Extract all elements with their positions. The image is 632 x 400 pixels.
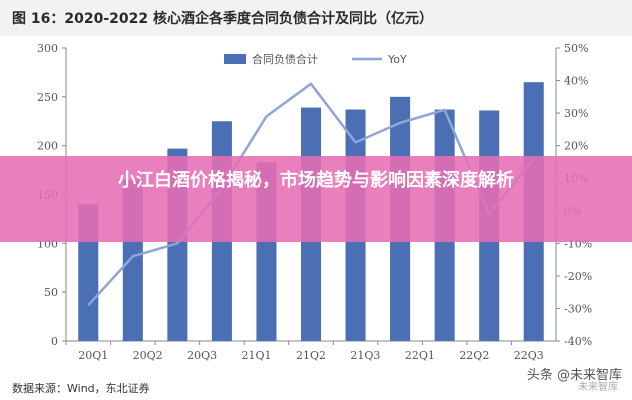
- left-tick-label: 0: [51, 335, 58, 348]
- legend-label-bar: 合同负债合计: [252, 52, 318, 66]
- right-tick-label: -40%: [564, 335, 592, 348]
- x-tick-label: 20Q1: [78, 349, 108, 362]
- x-tick-label: 22Q1: [405, 349, 435, 362]
- right-tick-label: 40%: [564, 75, 588, 88]
- left-tick-label: 200: [37, 140, 58, 153]
- chart-title: 图 16：2020-2022 核心酒企各季度合同负债合计及同比（亿元）: [12, 11, 433, 27]
- line-series: [87, 82, 535, 307]
- left-tick-label: 300: [37, 42, 58, 55]
- x-tick-label: 21Q1: [242, 349, 272, 362]
- x-tick-label: 21Q2: [296, 349, 326, 362]
- yoy-line: [87, 82, 535, 307]
- x-tick-label: 22Q2: [459, 349, 489, 362]
- right-tick-label: 20%: [564, 140, 588, 153]
- x-axis: 20Q1 20Q2 20Q3 21Q1 21Q2 21Q3 22Q1 22Q2 22Q3: [65, 340, 556, 362]
- x-tick-label: 21Q3: [350, 349, 380, 362]
- x-tick-label: 20Q3: [187, 349, 217, 362]
- left-tick-label: 250: [37, 91, 58, 104]
- legend-swatch-bar: [224, 54, 246, 64]
- right-tick-label: -20%: [564, 270, 592, 283]
- overlay-headline[interactable]: 小江白酒价格揭秘，市场趋势与影响因素深度解析: [118, 170, 514, 191]
- legend-label-line: YoY: [387, 53, 407, 66]
- legend: 合同负债合计 YoY: [224, 52, 407, 66]
- source-note: 数据来源：Wind，东北证券: [12, 382, 150, 395]
- left-tick-label: 50: [44, 286, 58, 299]
- overlay-banner: [0, 156, 632, 242]
- right-tick-label: 30%: [564, 107, 588, 120]
- title-bar: [0, 0, 632, 36]
- right-tick-label: 50%: [564, 42, 588, 55]
- x-tick-label: 20Q2: [133, 349, 163, 362]
- x-tick-label: 22Q3: [514, 349, 544, 362]
- right-tick-label: -30%: [564, 302, 592, 315]
- watermark-sub: 未来智库: [578, 382, 618, 393]
- watermark: 头条 @未来智库: [526, 368, 622, 383]
